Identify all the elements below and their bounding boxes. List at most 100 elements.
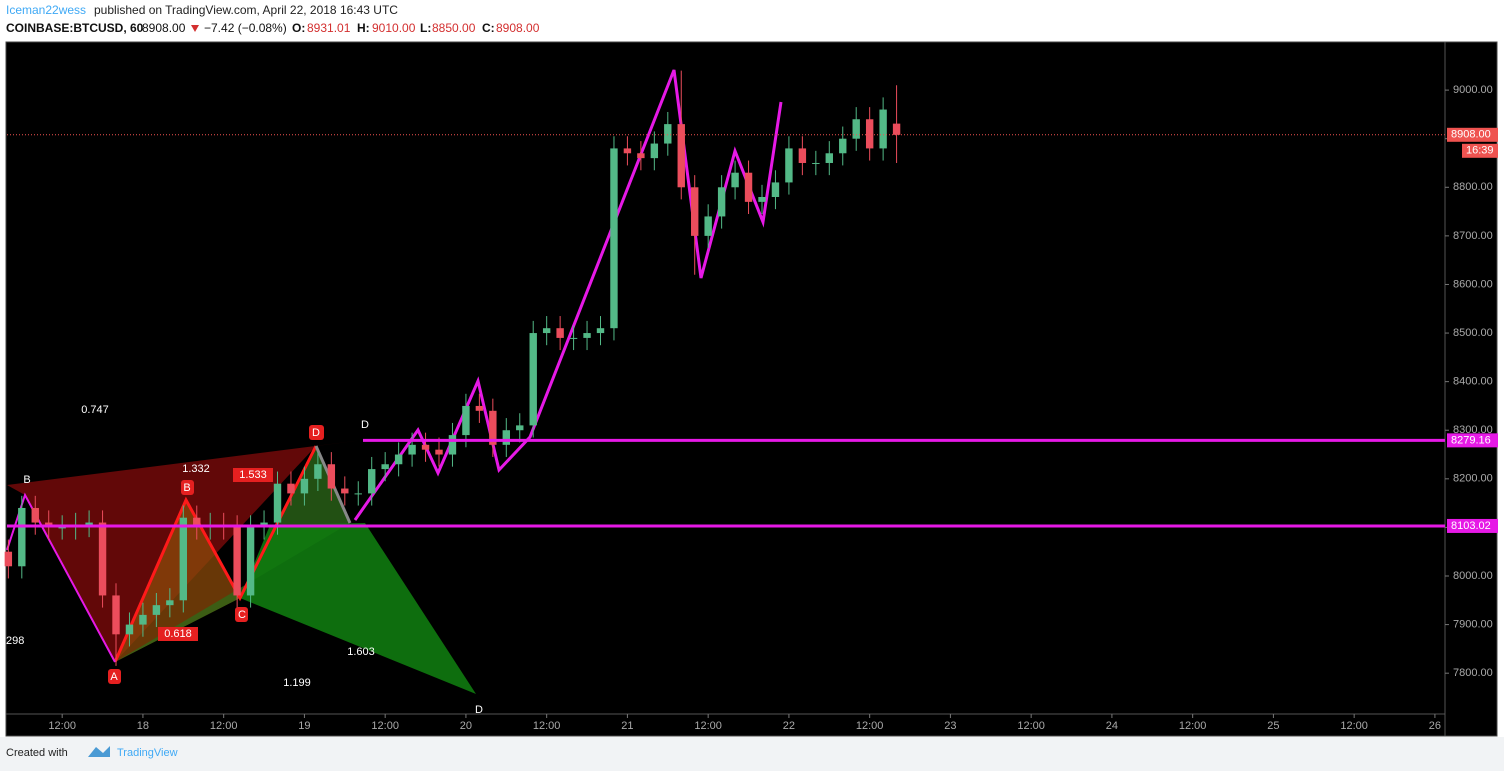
candle-body — [166, 600, 174, 606]
x-tick-label: 24 — [1106, 720, 1118, 732]
point-label: C — [238, 609, 246, 621]
candle-body — [529, 333, 537, 426]
o-value: 8931.01 — [307, 21, 351, 35]
zigzag — [353, 69, 783, 521]
candle-body — [193, 517, 201, 528]
candle-body — [327, 464, 336, 489]
candle-body — [812, 162, 820, 164]
candle-body — [879, 109, 887, 149]
y-tick-label: 8300.00 — [1453, 424, 1493, 436]
x-tick-label: 12:00 — [1179, 720, 1207, 732]
candle-body — [354, 493, 362, 495]
candle-body — [368, 469, 376, 494]
author: Iceman22wess — [6, 3, 86, 17]
pattern-area — [240, 523, 476, 694]
candle-body — [785, 148, 793, 183]
x-tick-label: 12:00 — [210, 720, 238, 732]
candle-body — [677, 124, 685, 188]
candle-body — [462, 405, 470, 436]
candle-body — [771, 182, 780, 198]
candle-body — [98, 522, 107, 596]
point-label: A — [110, 671, 118, 683]
x-tick-label: 12:00 — [694, 720, 722, 732]
footer-text: Created with — [6, 747, 68, 759]
point-label: D — [475, 704, 483, 716]
candle-body — [717, 187, 726, 217]
c-label: C: — [482, 21, 495, 35]
x-tick-label: 12:00 — [856, 720, 884, 732]
candle-body — [246, 527, 255, 596]
point-box — [108, 669, 121, 684]
candle-body — [704, 216, 712, 236]
brand-logo — [88, 746, 110, 757]
candle-body — [556, 328, 564, 338]
candle-body — [152, 605, 161, 615]
y-tick-label: 7800.00 — [1453, 667, 1493, 679]
y-tick-label: 8200.00 — [1453, 473, 1493, 485]
x-tick-label: 22 — [783, 720, 795, 732]
point-box — [309, 425, 324, 440]
symbol: COINBASE:BTCUSD, 60 — [6, 21, 144, 35]
candle-body — [341, 488, 349, 494]
ratio-label: 1.332 — [182, 463, 210, 475]
x-tick-label: 26 — [1429, 720, 1441, 732]
brand-link[interactable]: TradingView — [117, 747, 178, 759]
candle-body — [58, 527, 66, 529]
candle-body — [18, 507, 26, 567]
candle-body — [516, 425, 524, 431]
candle-body — [758, 197, 766, 202]
x-tick-label: 18 — [137, 720, 149, 732]
price-tag — [1447, 433, 1498, 448]
price-tag — [1447, 127, 1498, 142]
candle-body — [852, 119, 860, 139]
candle-body — [475, 405, 484, 411]
candle-body — [542, 328, 551, 334]
candle-body — [300, 478, 309, 494]
x-tick-label: 12:00 — [533, 720, 561, 732]
zigzag — [6, 492, 116, 663]
price-tag — [1447, 518, 1498, 533]
candle-body — [287, 483, 295, 494]
y-tick-label: 8600.00 — [1453, 278, 1493, 290]
x-tick-label: 20 — [460, 720, 472, 732]
l-value: 8850.00 — [432, 21, 476, 35]
candle-body — [381, 464, 389, 470]
price-tag-label: 8103.02 — [1451, 520, 1491, 532]
ratio-label: 1.199 — [283, 677, 311, 689]
candle-body — [865, 119, 874, 149]
candle-body — [502, 430, 510, 445]
x-tick-label: 12:00 — [371, 720, 399, 732]
point-box — [181, 480, 194, 495]
h-label: H: — [357, 21, 370, 35]
candle-body — [31, 507, 39, 523]
countdown: 16:39 — [1466, 145, 1494, 157]
y-tick-label: 8800.00 — [1453, 181, 1493, 193]
ratio-label: 1.533 — [239, 469, 267, 481]
candle-body — [233, 527, 241, 596]
candle-body — [596, 328, 605, 334]
candle-body — [179, 517, 188, 601]
candle-body — [4, 551, 13, 567]
plot-area — [5, 41, 1498, 737]
annotations: 0.747 1.332 1.533 0.618 1.603 1.199 298 … — [6, 404, 483, 716]
candle-body — [489, 410, 497, 445]
label-box — [233, 468, 273, 482]
down-arrow — [191, 25, 199, 32]
change: −7.42 (−0.08%) — [204, 21, 287, 35]
ratio-label: 0.747 — [81, 404, 109, 416]
candle-body — [691, 187, 699, 236]
candle-body — [664, 124, 672, 144]
candle-body — [892, 123, 901, 135]
point-label: D — [312, 427, 320, 439]
ratio-label: 298 — [6, 635, 24, 647]
candle-body — [637, 153, 645, 159]
candle-body — [839, 138, 847, 154]
x-tick-label: 12:00 — [1340, 720, 1368, 732]
x-tick-label: 19 — [298, 720, 310, 732]
footer-bar — [0, 737, 1504, 771]
candle-body — [85, 522, 93, 525]
point-label: D — [361, 419, 369, 431]
y-tick-label: 9000.00 — [1453, 84, 1493, 96]
